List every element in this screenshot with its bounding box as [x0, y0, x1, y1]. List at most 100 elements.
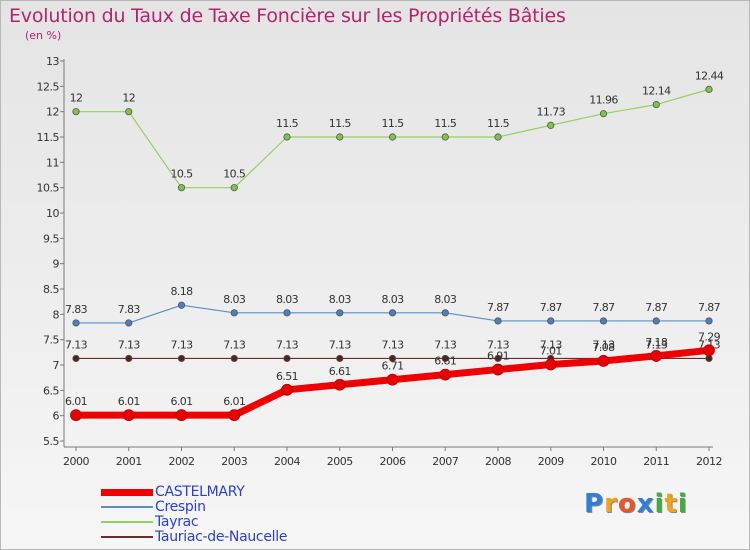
y-tick-label: 9: [53, 258, 60, 271]
x-tick-label: 2002: [169, 455, 195, 468]
data-label-crespin: 8.03: [434, 293, 457, 306]
data-label-tayrac: 11.5: [276, 117, 299, 130]
x-tick-label: 2010: [591, 455, 617, 468]
x-tick-label: 2011: [643, 455, 669, 468]
data-point-tayrac: [705, 85, 713, 93]
data-label-castelmary: 6.01: [170, 395, 192, 408]
data-point-tayrac: [125, 108, 133, 116]
data-label-tayrac: 11.73: [537, 105, 566, 118]
data-label-crespin: 7.87: [487, 301, 510, 314]
data-label-crespin: 8.18: [170, 285, 193, 298]
data-label-tayrac: 12.44: [695, 69, 724, 82]
data-point-tauriac-de-naucelle: [441, 354, 449, 363]
data-label-crespin: 8.03: [381, 293, 404, 306]
data-point-tayrac: [230, 184, 238, 192]
data-point-tauriac-de-naucelle: [283, 354, 291, 363]
data-point-castelmary: [439, 368, 452, 381]
data-label-crespin: 8.03: [223, 293, 246, 306]
data-point-crespin: [283, 309, 291, 317]
x-tick-label: 2003: [221, 455, 247, 468]
data-point-tayrac: [652, 100, 660, 109]
x-tick-label: 2012: [696, 455, 722, 468]
data-point-tayrac: [283, 133, 291, 141]
data-point-tauriac-de-naucelle: [177, 354, 186, 363]
data-label-castelmary: 6.01: [223, 395, 245, 408]
legend-swatch: [101, 521, 153, 523]
y-tick-label: 6: [53, 410, 60, 423]
data-label-crespin: 7.87: [540, 301, 563, 314]
y-tick-label: 11: [46, 156, 59, 169]
x-tick-label: 2005: [327, 455, 353, 468]
legend-swatch: [101, 506, 153, 508]
data-point-tayrac: [494, 133, 502, 141]
data-label-tayrac: 11.5: [487, 117, 510, 130]
data-label-tauriac-de-naucelle: 7.13: [65, 338, 88, 351]
data-label-crespin: 7.83: [118, 303, 141, 316]
data-point-castelmary: [175, 409, 188, 422]
proxiti-logo: Proxiti: [584, 489, 688, 519]
data-point-tayrac: [547, 121, 555, 129]
data-point-crespin: [441, 309, 449, 317]
data-label-castelmary: 6.01: [65, 395, 87, 408]
data-label-tayrac: 12: [122, 92, 135, 105]
data-point-crespin: [230, 309, 238, 317]
data-point-tauriac-de-naucelle: [72, 354, 80, 363]
unit-label: (en %): [25, 29, 62, 42]
data-point-tayrac: [388, 133, 397, 141]
data-label-tauriac-de-naucelle: 7.13: [381, 338, 404, 351]
x-tick-label: 2008: [485, 455, 511, 468]
data-point-tauriac-de-naucelle: [230, 354, 238, 363]
data-label-tayrac: 12.14: [642, 85, 671, 98]
data-label-castelmary: 7.08: [592, 341, 615, 354]
data-label-tayrac: 11.5: [381, 117, 404, 130]
y-tick-label: 11.5: [37, 131, 60, 144]
data-label-crespin: 7.87: [698, 301, 721, 314]
y-tick-label: 7.5: [43, 334, 59, 347]
data-label-tayrac: 11.96: [589, 94, 618, 107]
data-point-tauriac-de-naucelle: [388, 354, 397, 363]
data-point-tayrac: [177, 184, 186, 192]
legend-label: Tayrac: [155, 514, 199, 530]
legend-label: Tauriac-de-Naucelle: [155, 529, 288, 545]
data-point-castelmary: [492, 363, 504, 376]
data-point-tayrac: [336, 133, 344, 141]
data-label-crespin: 8.03: [329, 293, 352, 306]
legend-label: CASTELMARY: [155, 484, 245, 500]
data-label-tauriac-de-naucelle: 7.13: [170, 338, 193, 351]
data-point-crespin: [177, 301, 186, 309]
data-label-tayrac: 10.5: [223, 168, 246, 181]
data-point-castelmary: [650, 349, 663, 362]
data-label-tauriac-de-naucelle: 7.13: [434, 338, 457, 351]
data-label-tayrac: 11.5: [329, 117, 352, 130]
data-label-crespin: 7.87: [645, 301, 668, 314]
data-label-tayrac: 11.5: [434, 117, 457, 130]
data-point-castelmary: [703, 344, 715, 357]
data-point-castelmary: [70, 409, 82, 422]
data-label-crespin: 8.03: [276, 293, 299, 306]
data-label-tayrac: 10.5: [170, 168, 193, 181]
data-point-tayrac: [72, 108, 80, 116]
x-tick-label: 2009: [538, 455, 564, 468]
data-point-castelmary: [597, 355, 610, 367]
data-point-crespin: [336, 309, 344, 317]
data-point-tauriac-de-naucelle: [336, 354, 344, 363]
y-tick-label: 5.5: [43, 435, 59, 448]
data-label-castelmary: 7.18: [645, 336, 668, 349]
x-tick-label: 2001: [116, 455, 142, 468]
data-label-crespin: 7.83: [65, 303, 88, 316]
data-point-tauriac-de-naucelle: [125, 354, 133, 363]
data-point-crespin: [652, 317, 660, 325]
data-label-castelmary: 6.51: [276, 370, 298, 383]
y-tick-label: 8: [53, 308, 60, 321]
data-point-tayrac: [441, 133, 449, 141]
data-point-castelmary: [386, 373, 399, 386]
data-point-crespin: [705, 317, 713, 325]
legend-swatch: [101, 489, 153, 496]
data-label-tayrac: 12: [70, 92, 83, 105]
y-tick-label: 7: [53, 359, 60, 372]
x-tick-label: 2006: [380, 455, 406, 468]
data-point-crespin: [494, 317, 502, 325]
chart-title: Evolution du Taux de Taxe Foncière sur l…: [9, 5, 566, 27]
